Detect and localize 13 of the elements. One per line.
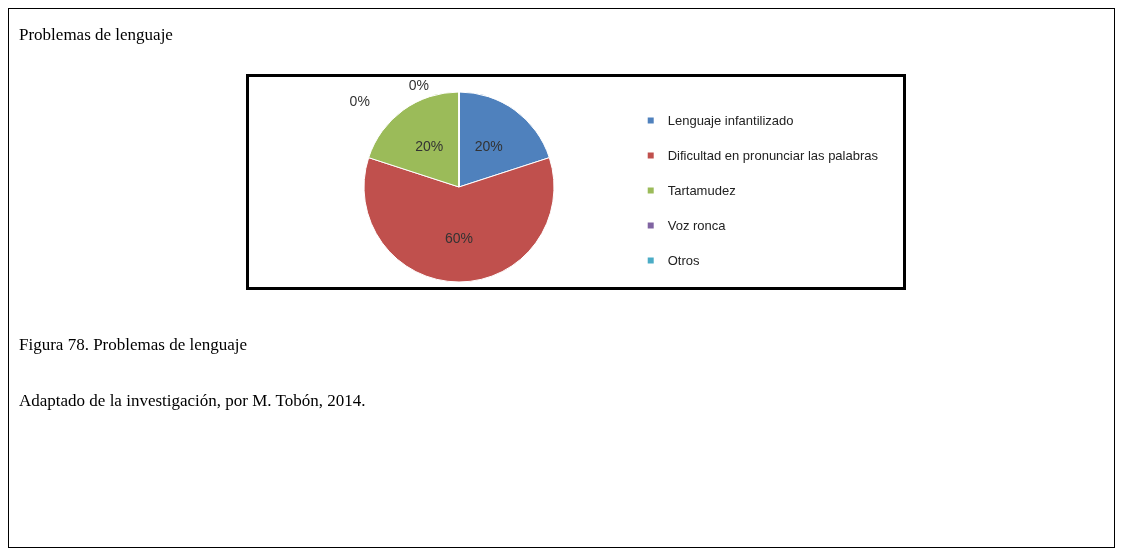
- text: 0%: [349, 93, 370, 109]
- legend-label: Tartamudez: [667, 183, 736, 198]
- text: 0%: [408, 77, 429, 93]
- legend-label: Otros: [667, 253, 700, 268]
- legend-label: Dificultad en pronunciar las palabras: [667, 148, 879, 163]
- data-label: 60%: [444, 229, 474, 246]
- text: Figura 78. Problemas de lenguaje: [19, 335, 248, 355]
- data-label: 20%: [474, 138, 503, 155]
- data-label: 20%: [415, 138, 444, 155]
- text: Problemas de lenguaje: [19, 25, 173, 45]
- legend-label: Lenguaje infantilizado: [667, 113, 794, 128]
- text: Adaptado de la investigación, por M. Tobón, 2014.: [19, 391, 366, 411]
- legend-label: Voz ronca: [667, 218, 727, 233]
